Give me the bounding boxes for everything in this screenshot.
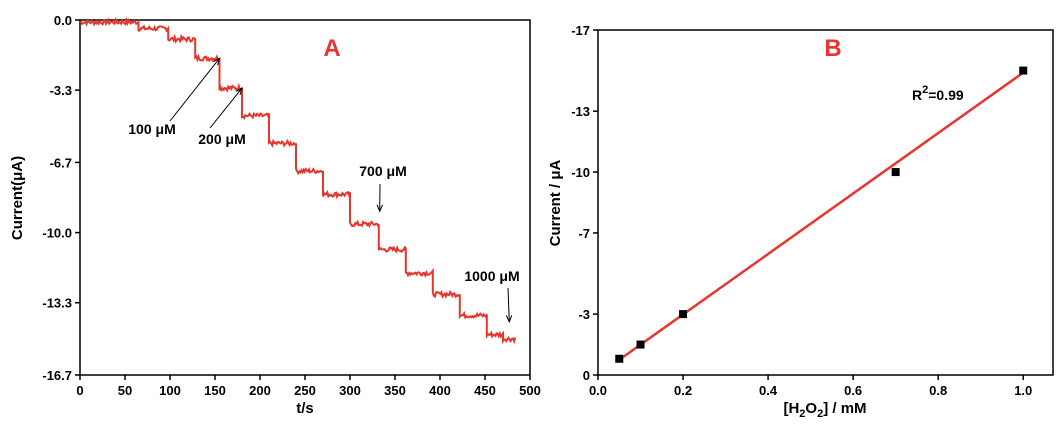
plot-frame-b (597, 29, 1054, 376)
y-tick-label: -7 (578, 226, 590, 241)
x-tick-label: 150 (204, 383, 226, 398)
annotation-arrow (209, 87, 243, 129)
y-axis-title-b: Current / μA (547, 159, 564, 246)
arrow-head (235, 87, 243, 95)
annotation-arrow (507, 287, 510, 322)
x-axis-b: 0.0 0.2 0.4 0.6 0.8 1.0 (589, 375, 1032, 398)
x-tick-label: 0.8 (929, 383, 947, 398)
concentration-label: 700 μM (359, 163, 406, 179)
x-axis-title-a: t/s (296, 400, 314, 417)
y-tick-label: -6.7 (50, 155, 72, 170)
x-title-sub-1: 2 (799, 408, 805, 420)
x-tick-label: 0.2 (674, 383, 692, 398)
current-trace-line (79, 16, 517, 345)
y-tick-label: -10 (571, 165, 590, 180)
panel-letter-b: B (824, 35, 841, 62)
x-tick-label: 0.0 (589, 383, 607, 398)
data-points (615, 66, 1028, 363)
y-axis-title-a: Current(μA) (9, 156, 26, 240)
data-point-marker (679, 310, 688, 319)
x-tick-label: 350 (384, 383, 406, 398)
x-tick-label: 0.4 (759, 383, 778, 398)
panel-letter-a: A (323, 35, 340, 62)
x-title-part-3: ] / mM (823, 400, 866, 417)
x-tick-label: 1.0 (1014, 383, 1032, 398)
r-squared-superscript: 2 (922, 84, 928, 96)
x-tick-label: 300 (339, 383, 361, 398)
concentration-label: 200 μM (198, 131, 245, 147)
arrow-head (505, 315, 513, 324)
data-point-marker (1019, 66, 1028, 75)
y-tick-label: -13 (571, 104, 590, 119)
y-axis-a: 0.0 -3.3 -6.7 -10.0 -13.3 -16.7 (42, 13, 80, 383)
annotations-a: 100 μM 200 μM 700 μM 1000 μM (128, 57, 520, 324)
y-axis-b: 0 -3 -7 -10 -13 -17 (571, 23, 598, 383)
data-point-marker (615, 354, 624, 363)
data-point-marker (891, 168, 900, 177)
plot-frame-a (79, 19, 531, 376)
x-title-part-1: [H (783, 400, 799, 417)
chart-panel-b: 0.0 0.2 0.4 0.6 0.8 1.0 0-3-7-10-13-17 B R2=0… (547, 23, 1054, 420)
x-tick-label: 250 (294, 383, 316, 398)
x-tick-label: 50 (118, 383, 132, 398)
y-tick-label: -3.3 (50, 83, 72, 98)
arrow-head (213, 57, 221, 66)
x-tick-label: 500 (519, 383, 541, 398)
x-tick-label: 450 (474, 383, 496, 398)
r-squared-r: R (912, 87, 922, 103)
concentration-label: 1000 μM (464, 268, 519, 284)
data-point-marker (636, 340, 645, 349)
x-tick-label: 200 (249, 383, 271, 398)
x-title-sub-2: 2 (817, 408, 823, 420)
r-squared-value: =0.99 (928, 87, 964, 103)
y-tick-label: -10.0 (42, 226, 72, 241)
y-tick-label: -3 (578, 307, 590, 322)
x-tick-label: 0.6 (844, 383, 862, 398)
x-title-part-2: O (805, 400, 817, 417)
x-tick-label: 0 (76, 383, 83, 398)
arrow-head (376, 204, 383, 213)
x-tick-label: 400 (429, 383, 451, 398)
y-tick-label: -17 (571, 23, 590, 38)
chart-panel-a: 0 50 100 150 200 250 300 350 400 450 500 0.0 -3.3 -6… (9, 13, 541, 417)
y-tick-label: -13.3 (42, 296, 72, 311)
r-squared-label: R2=0.99 (912, 84, 964, 103)
concentration-label: 100 μM (128, 121, 175, 137)
y-tick-label: 0.0 (54, 13, 72, 28)
y-tick-label: 0 (583, 368, 590, 383)
x-tick-label: 100 (159, 383, 181, 398)
x-axis-title-b: [H2O2] / mM (783, 400, 866, 420)
y-tick-label: -16.7 (42, 368, 72, 383)
x-axis-a: 0 50 100 150 200 250 300 350 400 450 500 (76, 375, 541, 398)
annotation-arrow (169, 57, 220, 122)
